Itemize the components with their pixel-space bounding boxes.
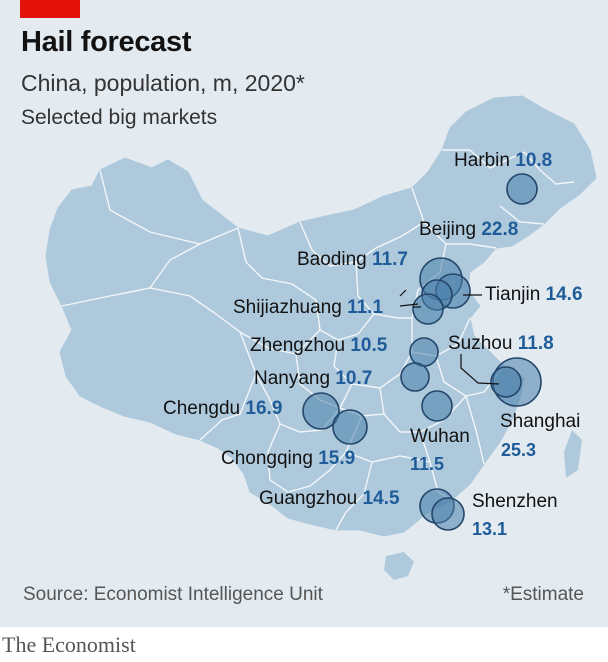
city-value: 10.7: [335, 368, 373, 389]
city-name: Baoding: [297, 249, 367, 270]
chart-subtitle: China, population, m, 2020*: [21, 70, 305, 96]
bubble-zhengzhou: [409, 337, 439, 367]
label-guangzhou: Guangzhou 14.5: [259, 488, 400, 510]
city-bubbles: [302, 173, 542, 531]
city-name: Harbin: [454, 150, 510, 171]
label-shenzhen-name: Shenzhen: [472, 491, 558, 513]
city-value: 22.8: [481, 219, 519, 240]
label-chongqing: Chongqing 15.9: [221, 448, 355, 470]
bubble-wuhan: [421, 390, 453, 422]
hainan-island: [384, 552, 414, 580]
city-name: Chengdu: [163, 398, 241, 419]
chart-panel: Hail forecast China, population, m, 2020…: [0, 0, 608, 627]
city-value: 10.8: [515, 150, 553, 171]
label-tianjin: Tianjin 14.6: [485, 284, 583, 306]
label-shanghai-name: Shanghai: [500, 411, 580, 433]
chart-title: Hail forecast: [21, 26, 192, 58]
china-map: [45, 95, 597, 580]
city-name: Shijiazhuang: [233, 297, 342, 318]
city-value: 11.1: [347, 297, 384, 318]
city-value: 16.9: [245, 398, 283, 419]
city-name: Suzhou: [448, 333, 513, 354]
bubble-harbin: [506, 173, 538, 205]
city-value: 10.5: [350, 335, 388, 356]
label-wuhan-name: Wuhan: [410, 426, 470, 448]
label-wuhan-value: 11.5: [410, 454, 445, 474]
label-chengdu: Chengdu 16.9: [163, 398, 282, 420]
bubble-suzhou: [490, 366, 522, 398]
bubble-shenzhen: [431, 497, 465, 531]
city-name: Beijing: [419, 219, 477, 240]
chart-subtitle-secondary: Selected big markets: [21, 106, 218, 129]
estimate-note: *Estimate: [502, 584, 584, 605]
bubble-nanyang: [400, 362, 430, 392]
city-value: 14.5: [362, 488, 400, 509]
bubble-chongqing: [332, 409, 368, 445]
label-shijiazhuang: Shijiazhuang 11.1: [233, 297, 383, 319]
source-note: Source: Economist Intelligence Unit: [23, 584, 323, 605]
taiwan-island: [564, 430, 582, 478]
city-value: 14.6: [545, 284, 583, 305]
city-name: Nanyang: [254, 368, 331, 389]
city-name: Shanghai: [500, 411, 581, 432]
brand-red-tag: [20, 0, 80, 18]
brand-wordmark: The Economist: [2, 632, 136, 657]
label-harbin: Harbin 10.8: [454, 150, 552, 172]
label-nanyang: Nanyang 10.7: [254, 368, 372, 390]
label-shenzhen-value: 13.1: [472, 519, 508, 539]
label-shanghai-value: 25.3: [501, 440, 537, 460]
label-zhengzhou: Zhengzhou 10.5: [250, 335, 387, 357]
city-name: Zhengzhou: [250, 335, 346, 356]
bubble-chengdu: [302, 392, 340, 430]
city-name: Tianjin: [485, 284, 541, 305]
city-value: 15.9: [318, 448, 356, 469]
label-beijing: Beijing 22.8: [419, 219, 518, 241]
leader-lines: [399, 289, 500, 385]
city-value: 11.7: [372, 249, 408, 270]
city-name: Chongqing: [221, 448, 313, 469]
city-value: 11.8: [517, 333, 554, 354]
china-landmass: [45, 95, 597, 537]
bubble-shijiazhuang: [412, 293, 444, 325]
label-baoding: Baoding 11.7: [297, 249, 408, 271]
city-name: Wuhan: [410, 426, 470, 447]
city-name: Shenzhen: [472, 491, 558, 512]
label-suzhou: Suzhou 11.8: [448, 333, 554, 355]
city-name: Guangzhou: [259, 488, 358, 509]
